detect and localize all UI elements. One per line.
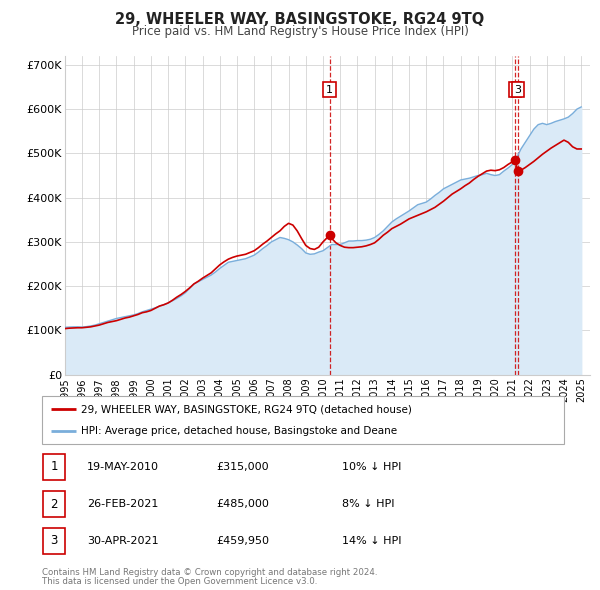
- FancyBboxPatch shape: [42, 396, 564, 444]
- Text: 3: 3: [515, 84, 521, 94]
- Text: Price paid vs. HM Land Registry's House Price Index (HPI): Price paid vs. HM Land Registry's House …: [131, 25, 469, 38]
- Text: 29, WHEELER WAY, BASINGSTOKE, RG24 9TQ (detached house): 29, WHEELER WAY, BASINGSTOKE, RG24 9TQ (…: [81, 404, 412, 414]
- Text: £315,000: £315,000: [216, 462, 269, 472]
- Text: 1: 1: [50, 461, 58, 474]
- Text: 3: 3: [50, 535, 58, 548]
- Text: 14% ↓ HPI: 14% ↓ HPI: [342, 536, 401, 546]
- Text: 8% ↓ HPI: 8% ↓ HPI: [342, 499, 395, 509]
- Text: 2: 2: [511, 84, 518, 94]
- Text: 1: 1: [326, 84, 333, 94]
- Text: 2: 2: [50, 497, 58, 510]
- Text: This data is licensed under the Open Government Licence v3.0.: This data is licensed under the Open Gov…: [42, 577, 317, 586]
- Text: £485,000: £485,000: [216, 499, 269, 509]
- Text: HPI: Average price, detached house, Basingstoke and Deane: HPI: Average price, detached house, Basi…: [81, 426, 397, 436]
- Text: 30-APR-2021: 30-APR-2021: [87, 536, 158, 546]
- Text: £459,950: £459,950: [216, 536, 269, 546]
- Text: 19-MAY-2010: 19-MAY-2010: [87, 462, 159, 472]
- Text: Contains HM Land Registry data © Crown copyright and database right 2024.: Contains HM Land Registry data © Crown c…: [42, 568, 377, 577]
- Text: 26-FEB-2021: 26-FEB-2021: [87, 499, 158, 509]
- Text: 29, WHEELER WAY, BASINGSTOKE, RG24 9TQ: 29, WHEELER WAY, BASINGSTOKE, RG24 9TQ: [115, 12, 485, 27]
- Text: 10% ↓ HPI: 10% ↓ HPI: [342, 462, 401, 472]
